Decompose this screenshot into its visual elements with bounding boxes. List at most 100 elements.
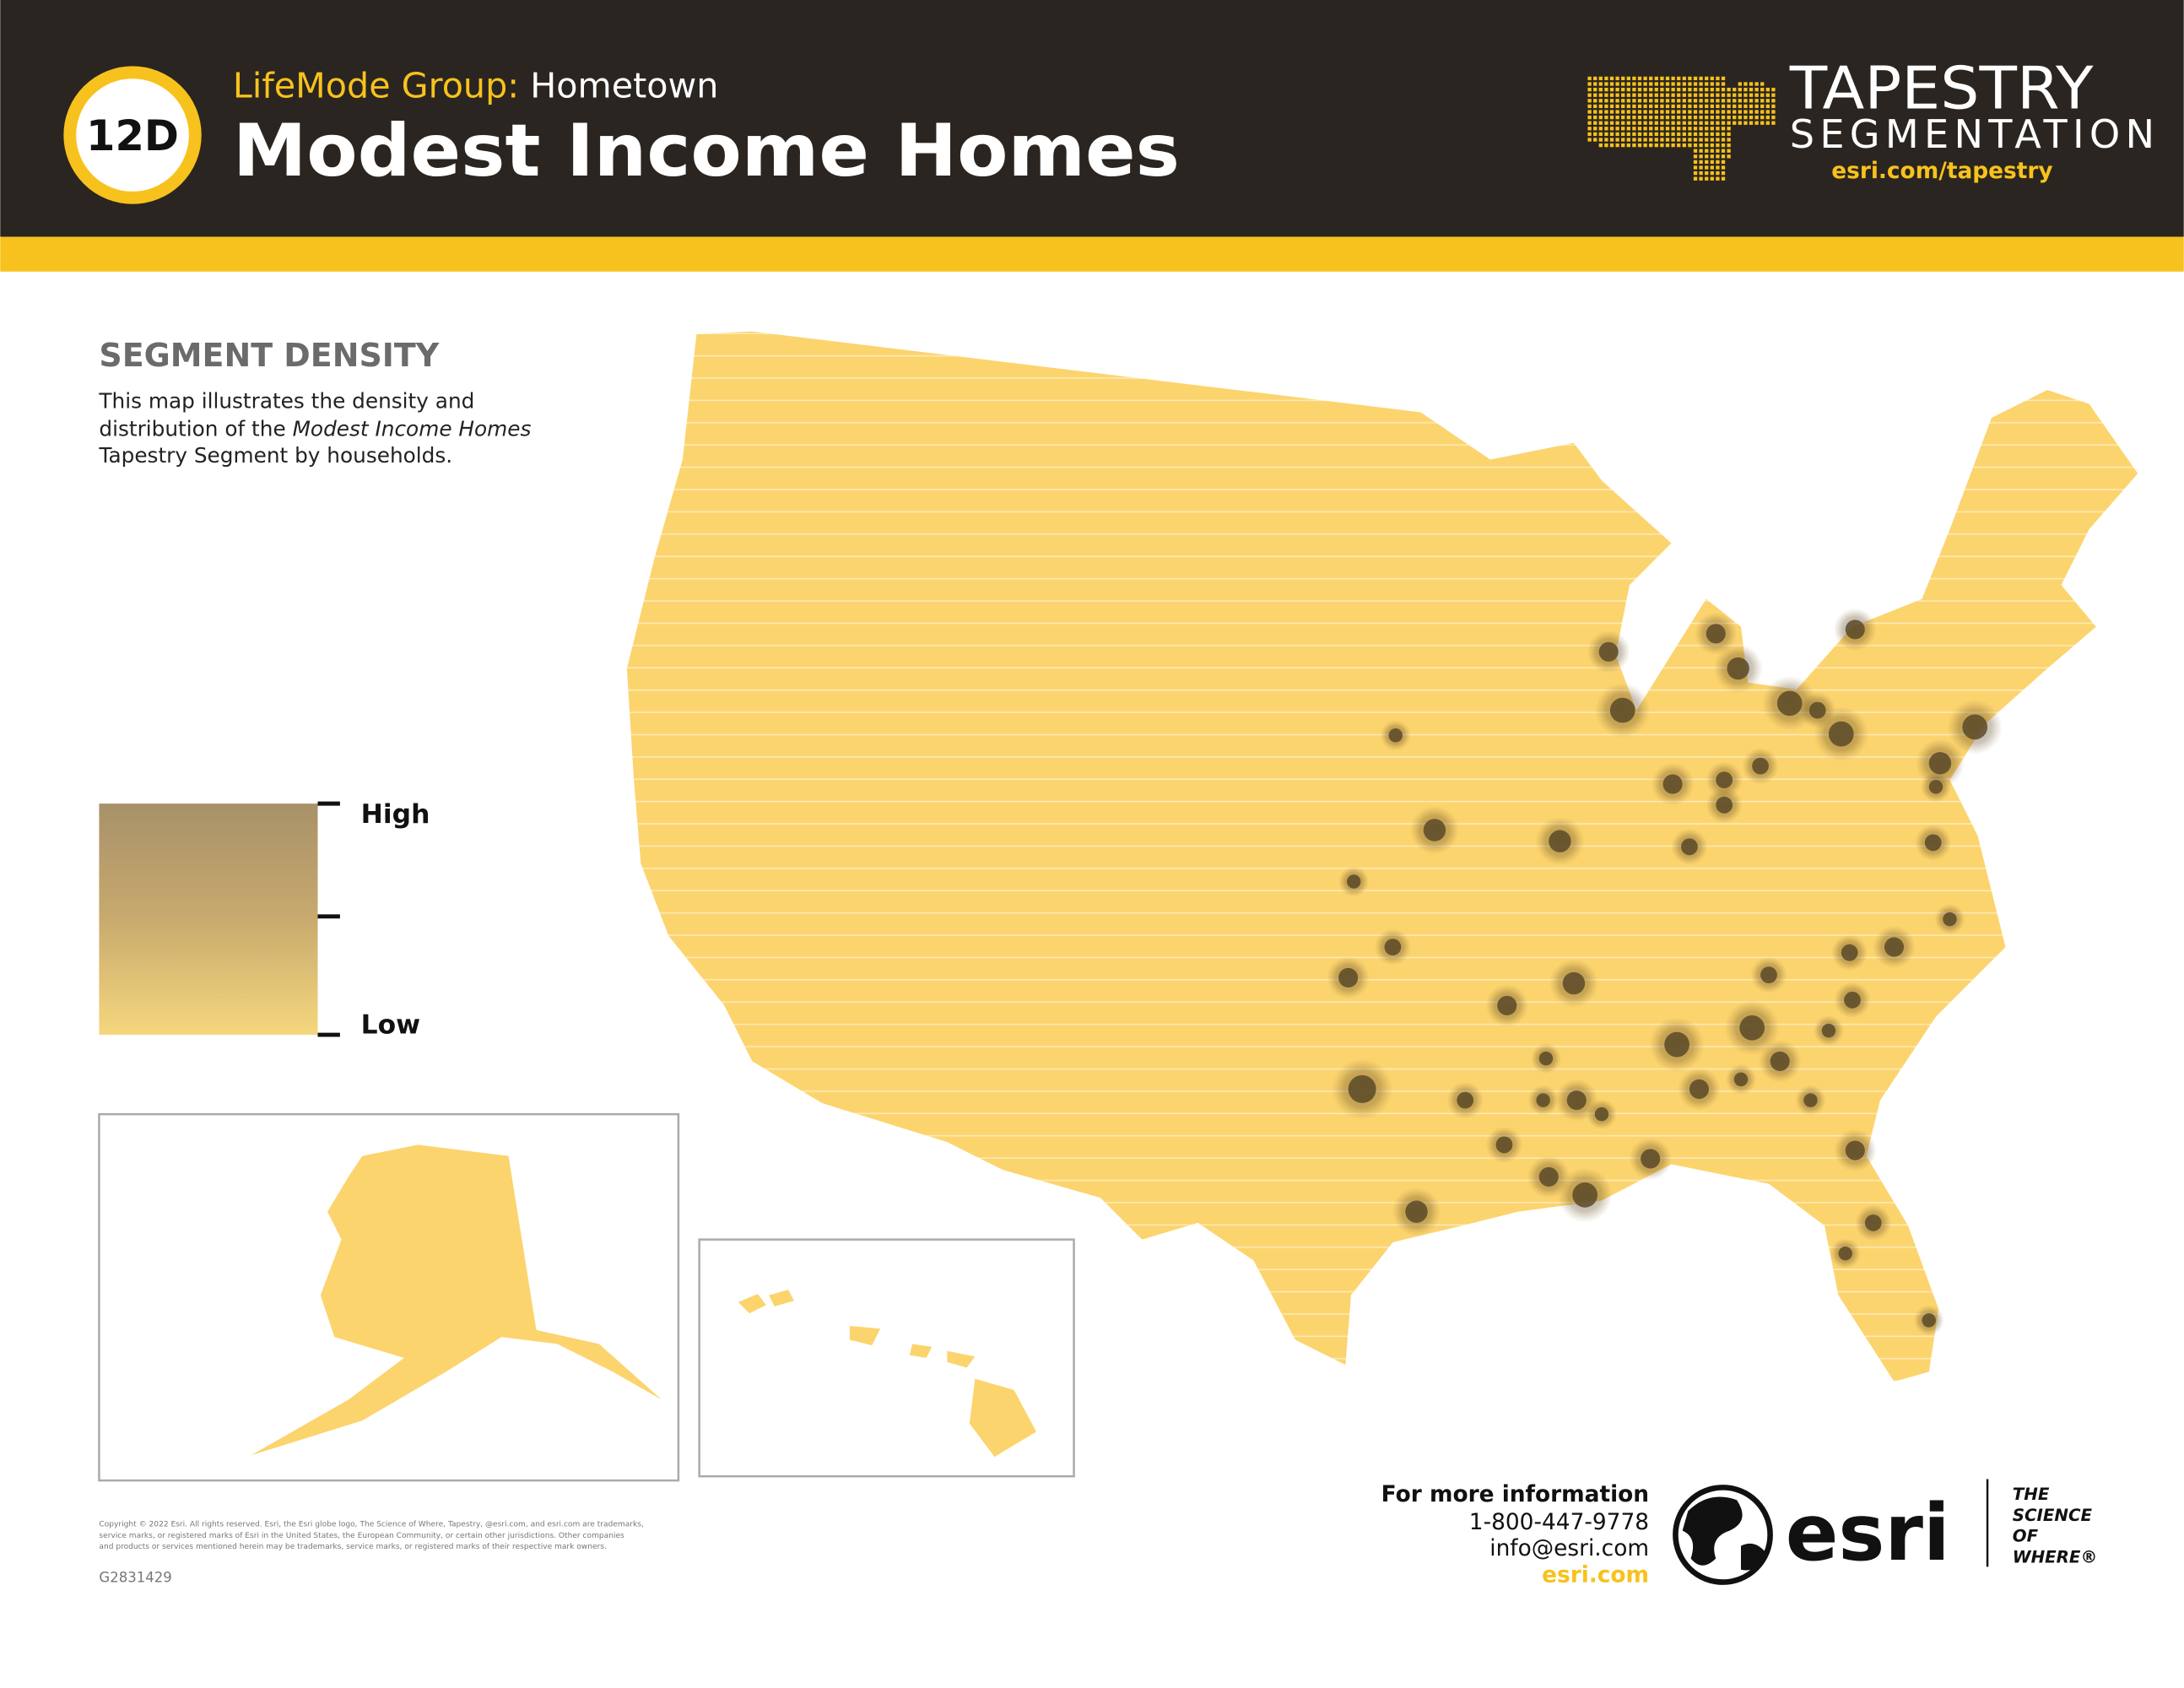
icon-dot bbox=[1705, 93, 1709, 97]
icon-dot bbox=[1727, 143, 1731, 148]
icon-dot bbox=[1643, 132, 1647, 137]
density-dot bbox=[1405, 1200, 1428, 1223]
density-dot bbox=[1346, 874, 1361, 889]
icon-dot bbox=[1621, 127, 1625, 131]
icon-dot bbox=[1699, 93, 1703, 97]
icon-dot bbox=[1598, 127, 1603, 131]
icon-dot bbox=[1632, 99, 1636, 103]
icon-dot bbox=[1598, 115, 1603, 120]
icon-dot bbox=[1649, 143, 1653, 148]
icon-dot bbox=[1621, 99, 1625, 103]
icon-dot bbox=[1604, 99, 1608, 103]
icon-dot bbox=[1705, 154, 1709, 159]
header-bar bbox=[0, 0, 2184, 237]
icon-dot bbox=[1710, 154, 1714, 159]
icon-dot bbox=[1609, 115, 1614, 120]
density-dot bbox=[1572, 1182, 1598, 1208]
icon-dot bbox=[1660, 104, 1664, 109]
icon-dot bbox=[1699, 115, 1703, 120]
icon-dot bbox=[1671, 138, 1675, 142]
icon-dot bbox=[1621, 82, 1625, 86]
tagline-line: WHERE® bbox=[2013, 1547, 2098, 1566]
icon-dot bbox=[1615, 104, 1619, 109]
icon-dot bbox=[1637, 93, 1642, 97]
density-dot bbox=[1538, 1051, 1554, 1066]
icon-dot bbox=[1637, 121, 1642, 125]
icon-dot bbox=[1654, 93, 1658, 97]
icon-dot bbox=[1626, 132, 1630, 137]
icon-dot bbox=[1587, 132, 1592, 137]
icon-dot bbox=[1587, 82, 1592, 86]
icon-dot bbox=[1771, 110, 1776, 114]
icon-dot bbox=[1609, 76, 1614, 81]
legend-ramp bbox=[99, 803, 318, 1036]
icon-dot bbox=[1649, 82, 1653, 86]
icon-dot bbox=[1699, 104, 1703, 109]
icon-dot bbox=[1609, 87, 1614, 92]
icon-dot bbox=[1649, 127, 1653, 131]
icon-dot bbox=[1705, 99, 1709, 103]
icon-dot bbox=[1743, 121, 1748, 125]
icon-dot bbox=[1671, 93, 1675, 97]
icon-dot bbox=[1771, 93, 1776, 97]
icon-dot bbox=[1699, 132, 1703, 137]
icon-dot bbox=[1621, 121, 1625, 125]
icon-dot bbox=[1749, 82, 1754, 86]
icon-dot bbox=[1765, 121, 1770, 125]
density-dot bbox=[1423, 819, 1446, 841]
icon-dot bbox=[1671, 132, 1675, 137]
icon-dot bbox=[1710, 82, 1714, 86]
icon-dot bbox=[1693, 115, 1698, 120]
icon-dot bbox=[1721, 160, 1726, 165]
icon-dot bbox=[1598, 110, 1603, 114]
badge-label: 12D bbox=[86, 111, 179, 160]
icon-dot bbox=[1682, 110, 1686, 114]
density-dot bbox=[1760, 966, 1777, 984]
icon-dot bbox=[1621, 138, 1625, 142]
icon-dot bbox=[1665, 132, 1670, 137]
badge bbox=[63, 66, 202, 204]
icon-dot bbox=[1754, 121, 1759, 125]
icon-dot bbox=[1665, 93, 1670, 97]
icon-dot bbox=[1649, 115, 1653, 120]
icon-dot bbox=[1682, 132, 1686, 137]
copyright-line: service marks, or registered marks of Es… bbox=[99, 1532, 624, 1540]
icon-dot bbox=[1705, 165, 1709, 170]
density-dot bbox=[1594, 1106, 1609, 1122]
brand-sub: SEGMENTATION bbox=[1790, 111, 2154, 157]
icon-dot bbox=[1643, 115, 1647, 120]
icon-dot bbox=[1710, 76, 1714, 81]
icon-dot bbox=[1654, 87, 1658, 92]
icon-dot bbox=[1699, 165, 1703, 170]
icon-dot bbox=[1733, 93, 1737, 97]
icon-dot bbox=[1671, 82, 1675, 86]
icon-dot bbox=[1743, 115, 1748, 120]
icon-dot bbox=[1716, 127, 1720, 131]
icon-dot bbox=[1621, 93, 1625, 97]
icon-dot bbox=[1654, 138, 1658, 142]
icon-dot bbox=[1593, 104, 1597, 109]
icon-dot bbox=[1593, 127, 1597, 131]
icon-dot bbox=[1604, 87, 1608, 92]
icon-dot bbox=[1621, 143, 1625, 148]
icon-dot bbox=[1721, 93, 1726, 97]
icon-dot bbox=[1598, 76, 1603, 81]
icon-dot bbox=[1665, 143, 1670, 148]
icon-dot bbox=[1598, 104, 1603, 109]
icon-dot bbox=[1671, 87, 1675, 92]
icon-dot bbox=[1654, 115, 1658, 120]
icon-dot bbox=[1716, 110, 1720, 114]
copyright: Copyright © 2022 Esri. All rights reserv… bbox=[99, 1521, 643, 1551]
icon-dot bbox=[1609, 104, 1614, 109]
icon-dot bbox=[1760, 93, 1765, 97]
icon-dot bbox=[1705, 121, 1709, 125]
density-dot bbox=[1538, 1166, 1559, 1187]
icon-dot bbox=[1660, 121, 1664, 125]
icon-dot bbox=[1626, 115, 1630, 120]
lifemode-name: Hometown bbox=[530, 66, 718, 106]
icon-dot bbox=[1721, 127, 1726, 131]
icon-dot bbox=[1660, 143, 1664, 148]
icon-dot bbox=[1771, 87, 1776, 92]
icon-dot bbox=[1626, 76, 1630, 81]
icon-dot bbox=[1693, 110, 1698, 114]
